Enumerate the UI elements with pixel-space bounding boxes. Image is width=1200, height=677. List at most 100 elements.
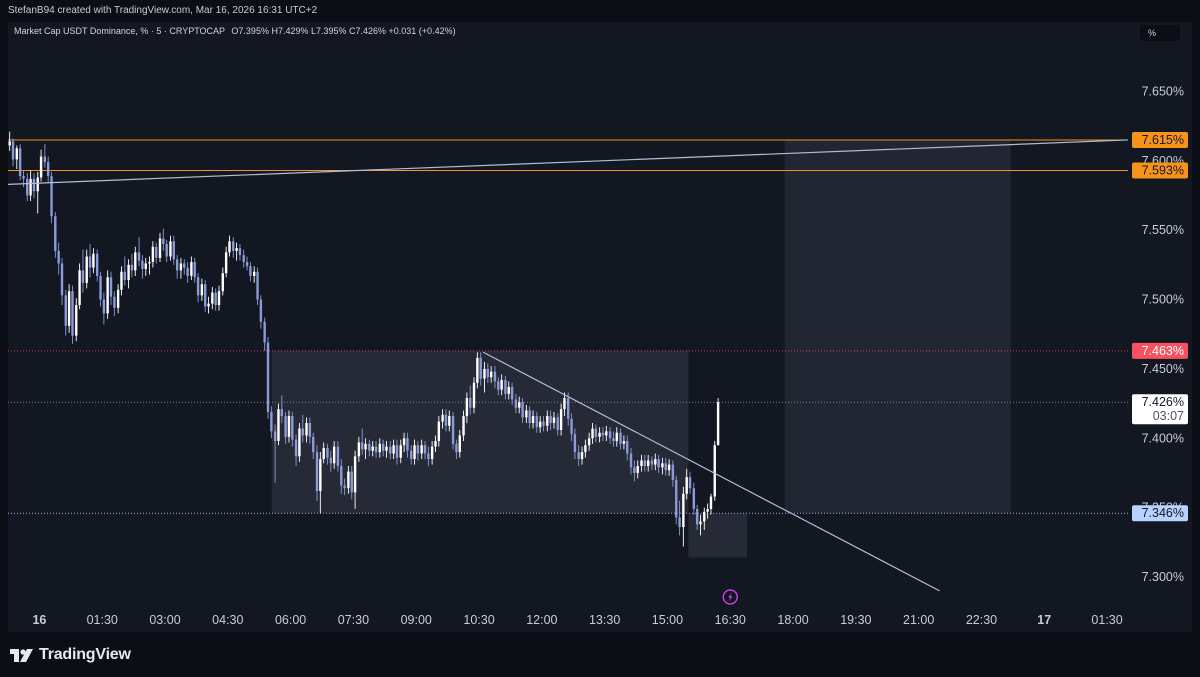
candle-body — [238, 248, 242, 256]
chart-canvas[interactable]: 7.650%7.600%7.550%7.500%7.450%7.400%7.35… — [8, 22, 1192, 632]
candle-body — [657, 459, 660, 468]
price-label: 7.593% — [1142, 163, 1184, 177]
candle-body — [315, 452, 319, 491]
candle-body — [528, 410, 531, 424]
candle-body — [158, 238, 162, 258]
candle-body — [626, 441, 629, 454]
candle-body — [465, 398, 469, 417]
candle-body — [580, 452, 584, 460]
candle-body — [688, 477, 692, 489]
chart-panel[interactable]: 7.650%7.600%7.550%7.500%7.450%7.400%7.35… — [8, 22, 1192, 632]
candle-body — [556, 417, 559, 430]
candle-body — [165, 244, 168, 257]
candle-body — [190, 262, 193, 276]
candle-body — [336, 446, 340, 467]
candle-body — [518, 402, 521, 408]
candle-body — [284, 416, 287, 437]
candle-body — [67, 291, 71, 326]
candle-body — [148, 262, 151, 264]
lightning-bolt-glyph — [728, 592, 733, 602]
candle-body — [266, 342, 270, 412]
candle-body — [451, 416, 455, 444]
candle-body — [92, 253, 95, 268]
candle-body — [664, 463, 667, 471]
candle-body — [43, 156, 47, 163]
candle-body — [427, 453, 430, 460]
candle-body — [695, 509, 699, 525]
candle-body — [263, 321, 266, 343]
percent-scale-button[interactable]: % — [1140, 25, 1180, 41]
x-tick-label: 19:30 — [840, 613, 871, 627]
candle-body — [640, 460, 643, 467]
candle-body — [507, 386, 510, 394]
candle-body — [416, 445, 420, 454]
x-tick-label: 21:00 — [903, 613, 934, 627]
candle-body — [598, 432, 601, 437]
candle-body — [650, 460, 654, 465]
candle-body — [458, 435, 461, 453]
percent-scale-label: % — [1148, 28, 1157, 38]
candle-body — [661, 463, 664, 468]
candle-body — [36, 177, 39, 192]
candle-body — [706, 509, 709, 512]
candle-body — [622, 441, 626, 444]
candle-body — [567, 398, 570, 419]
candle-body — [54, 216, 57, 251]
candle-body — [186, 267, 189, 276]
candle-body — [179, 263, 183, 271]
candle-body — [245, 262, 249, 267]
x-tick-label: 09:00 — [401, 613, 432, 627]
range-zone — [784, 139, 1011, 514]
candle-body — [123, 271, 127, 281]
candle-body — [137, 252, 141, 261]
tradingview-logo-icon — [10, 648, 33, 662]
candle-body — [654, 459, 657, 465]
candle-body — [106, 277, 109, 314]
candle-body — [32, 178, 36, 192]
credit-bar: StefanB94 created with TradingView.com, … — [0, 0, 1200, 22]
candle-body — [291, 416, 294, 440]
candle-body — [389, 446, 392, 454]
candle-body — [353, 456, 357, 493]
candle-body — [559, 409, 563, 430]
candle-body — [538, 421, 542, 428]
candle-body — [88, 256, 92, 268]
candle-body — [448, 416, 451, 426]
candle-body — [643, 460, 647, 467]
candle-body — [273, 431, 277, 442]
candle-body — [252, 271, 256, 276]
candle-body — [228, 241, 231, 253]
y-tick-label: 7.550% — [1142, 223, 1184, 237]
candle-body — [713, 445, 716, 497]
candle-body — [8, 141, 11, 146]
candle-body — [46, 162, 50, 177]
candle-body — [392, 445, 395, 454]
candle-body — [395, 445, 399, 458]
candle-body — [430, 446, 434, 460]
candle-body — [462, 416, 465, 436]
candle-body — [497, 381, 500, 390]
x-tick-label: 22:30 — [966, 613, 997, 627]
candle-body — [612, 438, 615, 442]
candle-body — [144, 263, 147, 269]
candle-body — [504, 379, 507, 394]
candle-body — [423, 445, 427, 454]
candle-body — [629, 453, 633, 468]
candle-body — [287, 416, 291, 437]
x-tick-label: 17 — [1037, 613, 1051, 627]
candle-body — [81, 270, 85, 283]
candle-body — [18, 148, 22, 177]
trendline — [482, 351, 940, 592]
price-label: 7.346% — [1142, 506, 1184, 520]
candle-body — [500, 379, 503, 390]
candle-body — [410, 450, 413, 460]
tradingview-logo[interactable]: TradingView — [10, 646, 131, 664]
candle-body — [340, 466, 343, 486]
candle-body — [608, 431, 612, 439]
candle-body — [402, 438, 406, 446]
candle-body — [298, 428, 301, 457]
candle-body — [364, 443, 367, 450]
price-label: 7.615% — [1142, 133, 1184, 147]
candle-body — [374, 446, 378, 453]
candle-body — [85, 256, 88, 283]
